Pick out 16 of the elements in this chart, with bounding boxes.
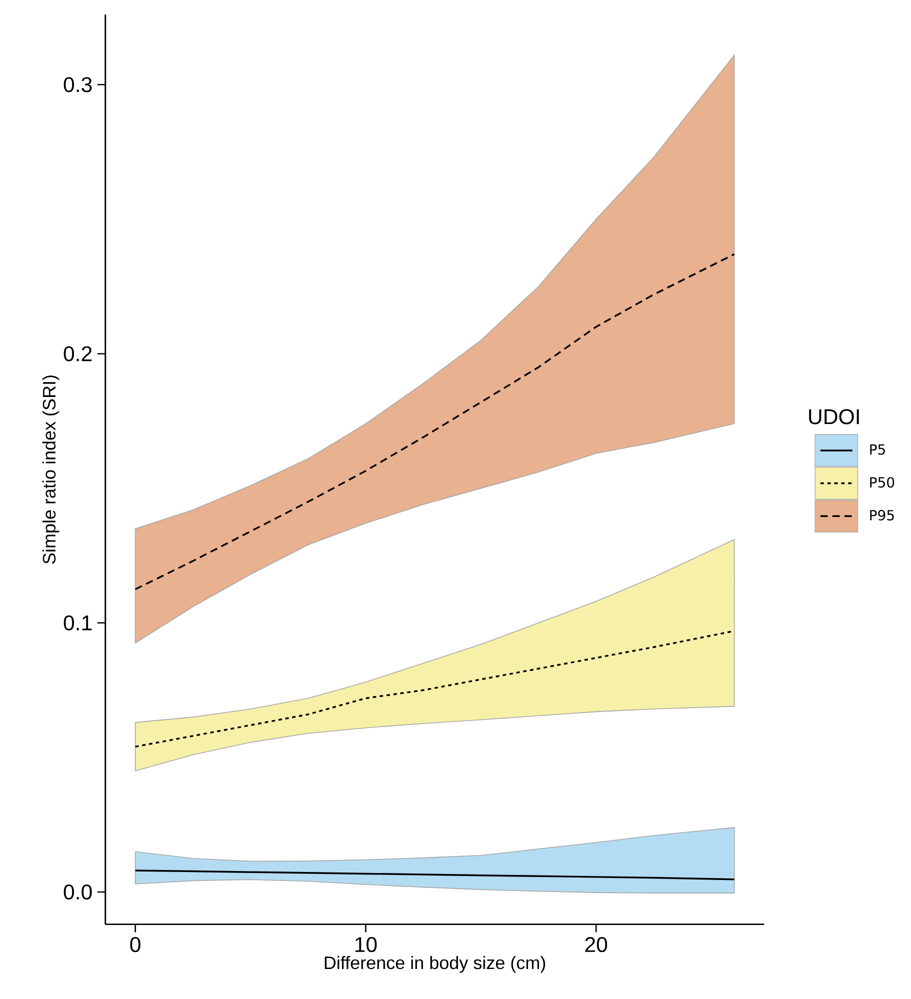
x-tick-label: 10 [355, 937, 377, 952]
x-tick-label: 20 [585, 937, 608, 952]
legend-label: P5 [870, 444, 885, 455]
line-series [134, 253, 736, 590]
y-tick-label: 0.0 [64, 884, 92, 900]
legend-title: UDOI [809, 409, 859, 424]
legend-label: P95 [870, 510, 894, 520]
legend-label: P50 [870, 477, 894, 488]
y-tick-label: 0.3 [64, 77, 92, 92]
y-tick-label: 0.2 [64, 346, 92, 362]
x-tick-label: 0 [130, 937, 140, 952]
line-series [134, 870, 736, 880]
line-series [134, 630, 736, 748]
y-axis-title: Simple ratio index (SRI) [42, 376, 60, 564]
x-axis-title: Difference in body size (cm) [324, 956, 546, 973]
y-tick-label: 0.1 [64, 615, 92, 630]
